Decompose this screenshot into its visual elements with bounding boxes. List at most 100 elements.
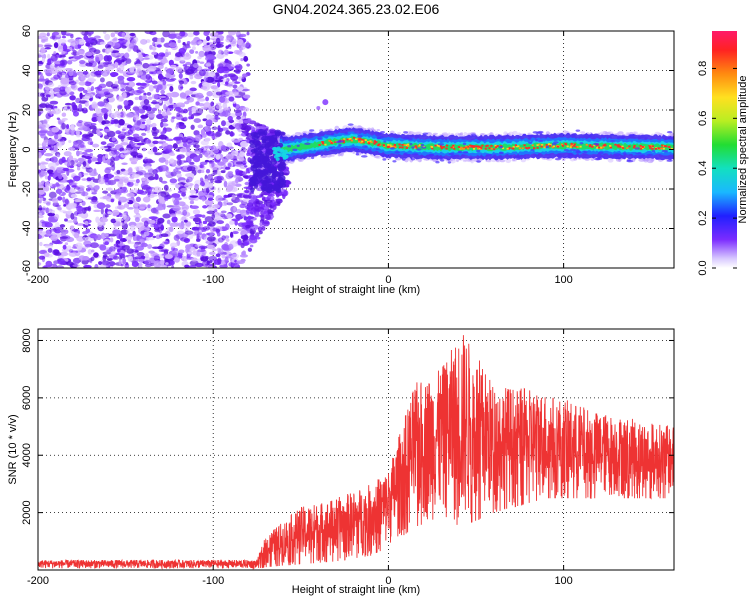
- spectrogram-cell: [122, 238, 127, 242]
- spectrogram-cell: [48, 215, 53, 223]
- spectrogram-cell: [226, 142, 233, 148]
- spectrogram-cell: [639, 147, 643, 150]
- spectrogram-cell: [344, 128, 351, 131]
- spectrogram-cell: [69, 91, 75, 96]
- spectrogram-cell: [217, 212, 225, 217]
- spectrogram-cell: [84, 220, 89, 226]
- spectrogram-cell: [158, 95, 167, 99]
- spectrogram-cell: [375, 141, 378, 144]
- spectrogram-cell: [137, 135, 143, 142]
- spectrogram-cell: [67, 106, 71, 110]
- spectrogram-cell: [117, 38, 125, 41]
- spectrogram-cell: [604, 144, 607, 147]
- spectrogram-cell: [59, 89, 68, 96]
- spectrogram-cell: [191, 106, 199, 111]
- spectrogram-cell: [185, 138, 193, 144]
- spectrogram-cell: [215, 195, 223, 202]
- spectrogram-cell: [205, 76, 215, 83]
- spectrogram-cell: [392, 160, 397, 163]
- spectrogram-cell: [202, 226, 211, 231]
- spectrogram-cell: [367, 141, 370, 144]
- spectrogram-cell: [166, 219, 171, 225]
- spectrogram-cell: [439, 159, 445, 162]
- spectrogram-cell: [635, 152, 642, 155]
- spectrogram-cell: [193, 118, 202, 123]
- spectrogram-cell: [172, 205, 181, 212]
- spectrogram-cell: [465, 146, 468, 149]
- spectrogram-cell: [351, 147, 357, 150]
- spectrogram-cell: [459, 132, 464, 136]
- spectrogram-cell: [47, 175, 51, 181]
- spectrogram-cell: [45, 260, 53, 268]
- spectrogram-cell: [72, 258, 80, 265]
- spectrogram-cell: [81, 151, 88, 155]
- spectrogram-cell: [62, 196, 66, 203]
- spectrogram-cell: [512, 130, 518, 136]
- spectrogram-cell: [233, 69, 242, 73]
- spectrogram-cell: [324, 143, 327, 146]
- spectrogram-cell: [68, 140, 72, 144]
- spectrogram-cell: [551, 143, 557, 146]
- spectrogram-cell: [64, 86, 72, 94]
- spectrogram-cell: [176, 173, 182, 177]
- spectrogram-cell: [614, 153, 621, 156]
- spectrogram-cell: [43, 44, 53, 48]
- spectrogram-cell: [68, 69, 74, 77]
- spectrogram-cell: [62, 244, 67, 250]
- spectrogram-cell: [189, 87, 197, 92]
- spectrogram-cell: [150, 101, 160, 104]
- spectrogram-cell: [157, 246, 164, 250]
- spectrogram-cell: [626, 159, 634, 163]
- spectrogram-cell: [79, 72, 83, 77]
- spectrogram-cell: [329, 140, 333, 143]
- spectrogram-cell: [349, 138, 352, 141]
- spectrogram-cell: [128, 221, 137, 227]
- spectrogram-cell: [242, 119, 251, 124]
- spectrogram-cell: [545, 145, 550, 149]
- spectrogram-cell: [95, 108, 102, 114]
- spectrogram-cell: [126, 99, 134, 106]
- y-tick-label: -40: [21, 221, 33, 237]
- spectrogram-cell: [54, 229, 61, 234]
- spectrogram-cell: [164, 196, 169, 201]
- spectrogram-cell: [321, 142, 325, 145]
- spectrogram-cell: [153, 261, 162, 268]
- spectrogram-cell: [79, 92, 83, 100]
- spectrogram-cell: [38, 151, 42, 159]
- spectrogram-cell: [177, 39, 181, 44]
- spectrogram-cell: [575, 150, 582, 154]
- spectrogram-cell: [178, 84, 184, 91]
- spectrogram-cell: [167, 128, 171, 132]
- spectrogram-cell: [241, 42, 246, 48]
- spectrogram-cell: [82, 160, 87, 167]
- spectrogram-cell: [358, 140, 361, 143]
- spectrogram-cell: [197, 232, 203, 236]
- spectrogram-cell: [330, 142, 333, 144]
- spectrogram-cell: [259, 153, 265, 160]
- spectrogram-cell: [480, 148, 483, 150]
- spectrogram-cell: [134, 96, 140, 101]
- spectrogram-cell: [214, 131, 221, 138]
- spectrogram-cell: [117, 105, 123, 110]
- spectrogram-cell: [249, 238, 258, 244]
- spectrogram-cell: [47, 53, 51, 59]
- spectrogram-cell: [243, 186, 251, 190]
- spectrogram-cell: [120, 142, 129, 146]
- spectrogram-cell: [38, 72, 43, 76]
- spectrogram-cell: [144, 139, 150, 144]
- spectrogram-cell: [609, 146, 613, 149]
- spectrogram-cell: [573, 145, 576, 147]
- spectrogram-cell: [567, 153, 573, 157]
- spectrogram-cell: [204, 159, 210, 163]
- spectrogram-cell: [97, 156, 104, 163]
- spectrogram-cell: [338, 153, 343, 156]
- spectrogram-cell: [276, 146, 281, 151]
- spectrogram-cell: [41, 221, 50, 224]
- spectrogram-cell: [68, 202, 77, 209]
- spectrogram-cell: [267, 194, 271, 201]
- spectrogram-cell: [135, 70, 144, 76]
- spectrogram-cell: [178, 72, 183, 79]
- spectrogram-cell: [614, 143, 617, 146]
- spectrogram-cell: [184, 264, 190, 268]
- spectrogram-cell: [205, 96, 210, 102]
